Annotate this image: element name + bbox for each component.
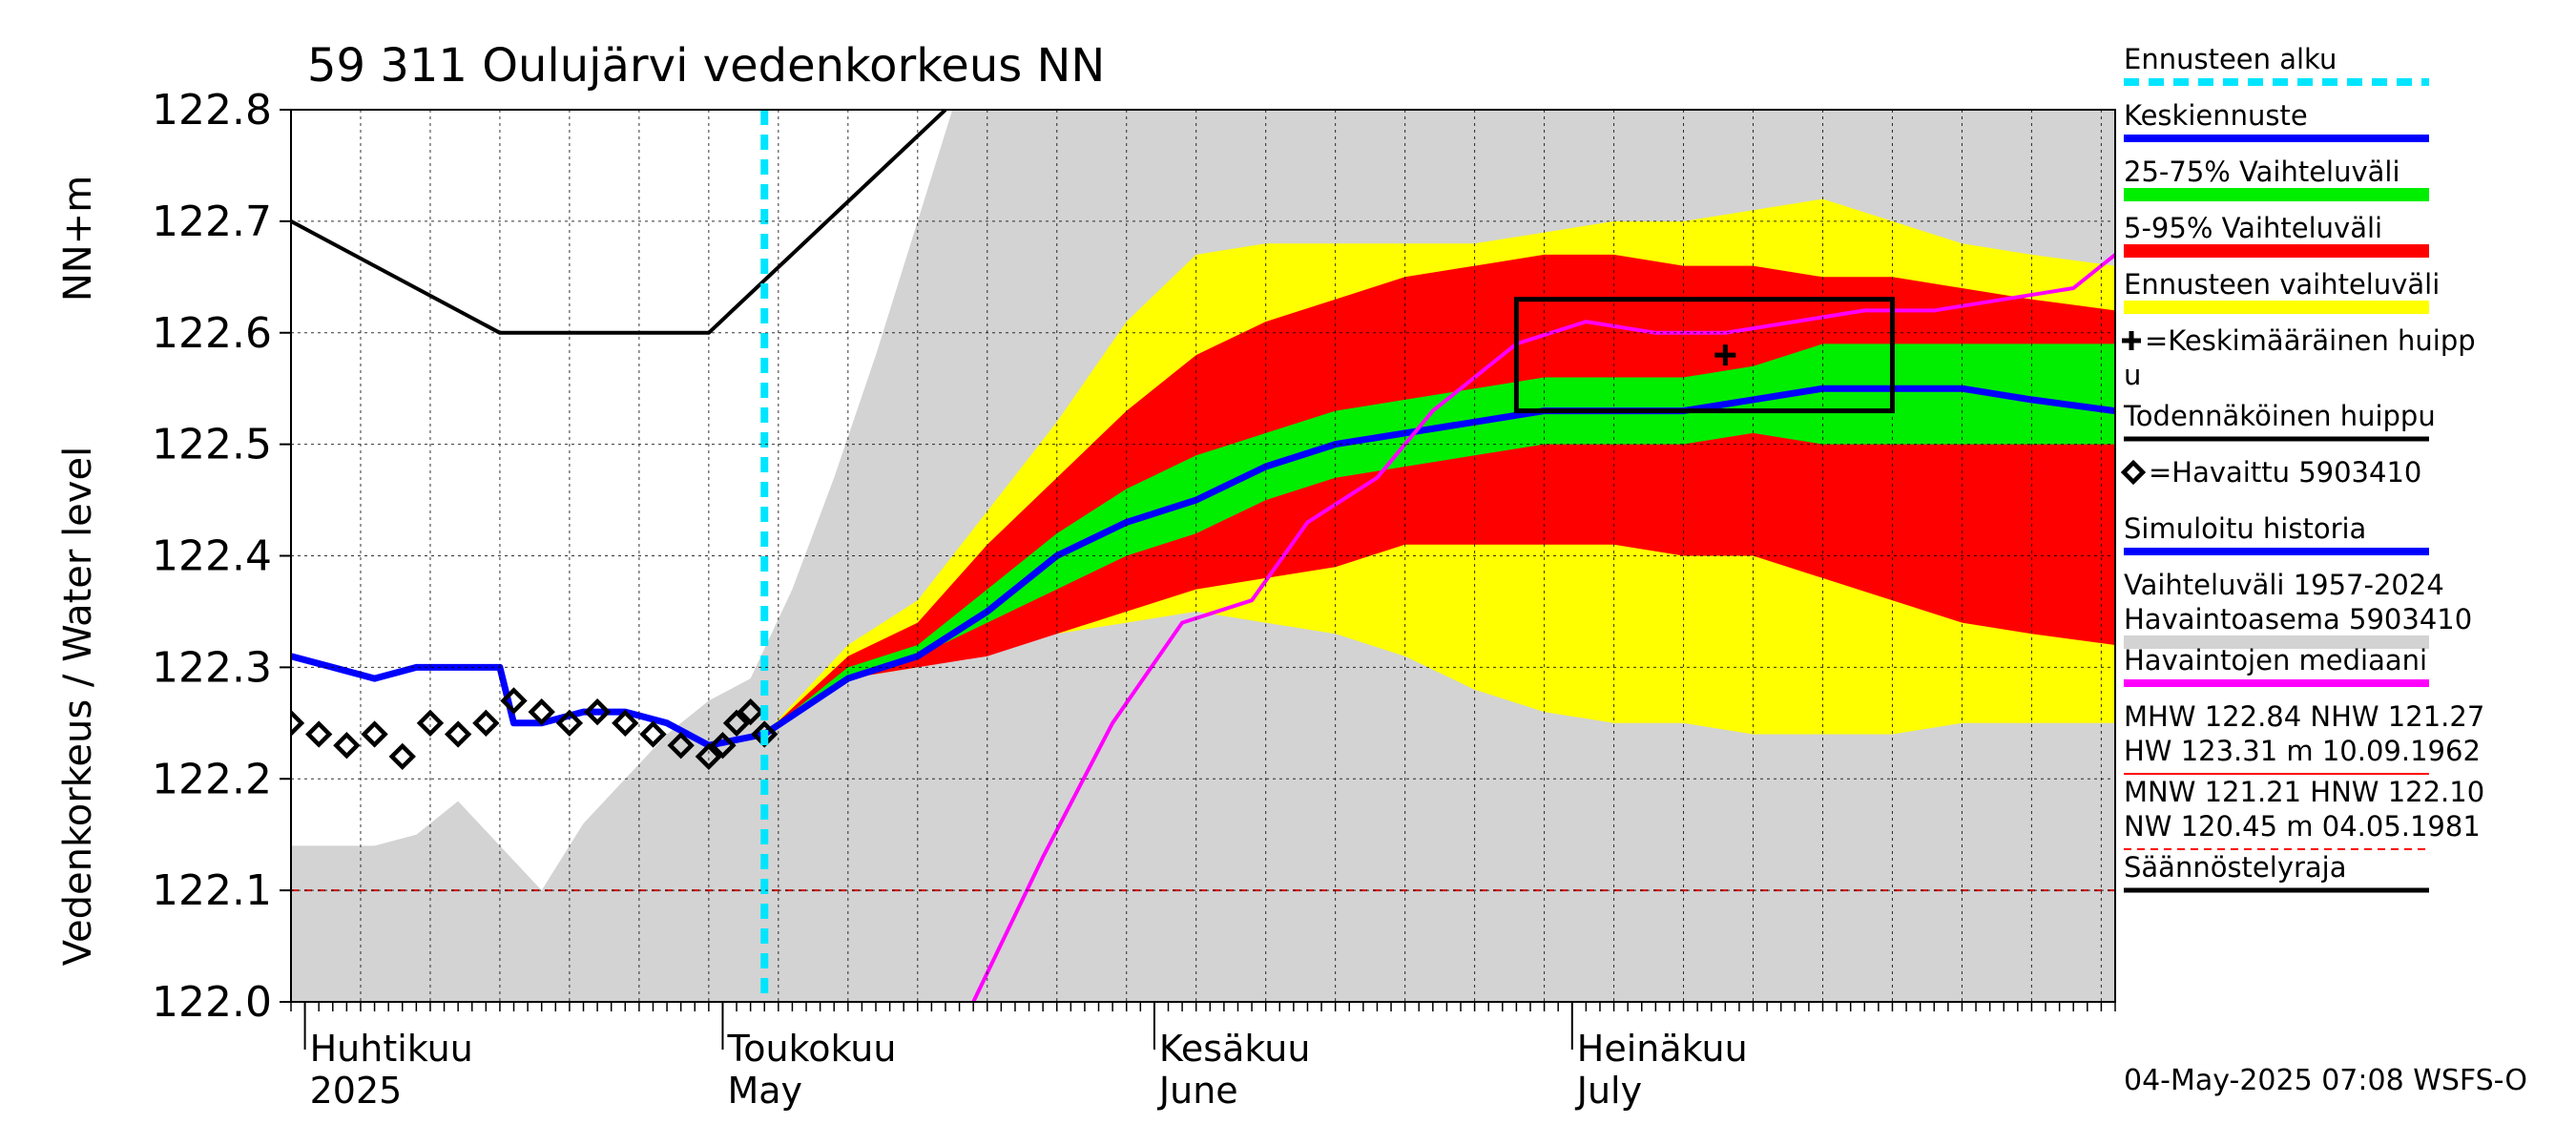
footer-timestamp: 04-May-2025 07:08 WSFS-O xyxy=(2124,1064,2527,1097)
y-tick-label: 122.2 xyxy=(152,755,272,803)
chart-title: 59 311 Oulujärvi vedenkorkeus NN xyxy=(307,39,1105,93)
observed-point xyxy=(333,732,361,760)
axes: 122.8 122.7 122.6 122.5 122.4 122.3 122.2 122.1… xyxy=(152,86,2116,1112)
observed-point xyxy=(612,709,639,737)
month-label-secondary: June xyxy=(1157,1070,1238,1112)
month-label: Heinäkuu xyxy=(1577,1028,1748,1070)
observed-point xyxy=(639,720,667,748)
month-label: Kesäkuu xyxy=(1159,1028,1311,1070)
legend-label: 5-95% Vaihteluväli xyxy=(2124,212,2382,244)
legend-diamond-icon xyxy=(2120,459,2147,486)
simulated-history-line xyxy=(291,653,765,749)
legend-label: Säännöstelyraja xyxy=(2124,851,2347,884)
legend: Ennusteen alku Keskiennuste 25-75% Vaihtel… xyxy=(2120,43,2484,893)
observed-point xyxy=(737,697,764,726)
legend-label-secondary: HW 123.31 m 10.09.1962 xyxy=(2124,735,2481,767)
observed-point xyxy=(388,742,416,771)
observed-point xyxy=(416,709,445,737)
observed-median-line xyxy=(971,253,2115,1002)
band-25-75 xyxy=(764,344,2115,735)
legend-label-secondary: NW 120.45 m 04.05.1981 xyxy=(2124,810,2481,843)
observed-point xyxy=(709,732,737,760)
y-tick-label: 122.3 xyxy=(152,643,272,692)
legend-swatch xyxy=(2124,635,2429,649)
observed-point xyxy=(444,720,472,748)
observed-point xyxy=(472,709,500,737)
legend-label: Keskiennuste xyxy=(2124,99,2308,132)
y-tick-label: 122.4 xyxy=(152,532,272,581)
legend-label-secondary: u xyxy=(2124,359,2141,391)
observed-point xyxy=(528,697,555,726)
y-tick-label: 122.8 xyxy=(152,86,272,135)
legend-label: Vaihteluväli 1957-2024 xyxy=(2124,569,2444,601)
legend-plus-icon xyxy=(2122,331,2141,350)
y-axis-unit: NN+m xyxy=(56,176,100,302)
legend-label: Ennusteen vaihteluväli xyxy=(2124,268,2440,301)
month-label: Toukokuu xyxy=(726,1028,896,1070)
legend-swatch xyxy=(2124,188,2429,201)
legend-label: MHW 122.84 NHW 121.27 xyxy=(2124,700,2484,733)
grid xyxy=(291,110,2115,1002)
legend-label: =Keskimääräinen huipp xyxy=(2145,324,2476,357)
observed-point xyxy=(305,720,333,748)
legend-label: Simuloitu historia xyxy=(2124,512,2366,545)
observed-point xyxy=(583,697,612,726)
observed-point xyxy=(722,709,751,737)
legend-swatch xyxy=(2124,244,2429,258)
y-tick-label: 122.6 xyxy=(152,309,272,358)
y-tick-label: 122.1 xyxy=(152,866,272,915)
y-tick-label: 122.7 xyxy=(152,198,272,246)
mean-peak-marker xyxy=(1714,344,1736,366)
legend-label: =Havaittu 5903410 xyxy=(2149,456,2421,489)
month-label-secondary: 2025 xyxy=(310,1070,403,1112)
legend-label-secondary: Havaintoasema 5903410 xyxy=(2124,603,2472,635)
y-axis-title: Vedenkorkeus / Water level xyxy=(56,447,100,966)
legend-label: Todennäköinen huippu xyxy=(2123,400,2436,432)
legend-label: Ennusteen alku xyxy=(2124,43,2337,75)
legend-label: MNW 121.21 HNW 122.10 xyxy=(2124,776,2484,808)
observed-point xyxy=(667,732,695,760)
observed-point xyxy=(361,720,388,748)
month-label-secondary: May xyxy=(727,1070,802,1112)
plot-area xyxy=(291,110,2115,1002)
legend-label: Havaintojen mediaani xyxy=(2124,644,2427,677)
y-tick-label: 122.5 xyxy=(152,421,272,469)
legend-label: 25-75% Vaihteluväli xyxy=(2124,156,2400,188)
y-tick-label: 122.0 xyxy=(152,978,272,1027)
legend-swatch xyxy=(2124,301,2429,314)
mean-forecast-line xyxy=(762,385,2115,738)
observed-point xyxy=(291,709,305,737)
peak-range-box xyxy=(1513,297,1895,414)
month-label-secondary: July xyxy=(1575,1070,1642,1112)
month-label: Huhtikuu xyxy=(310,1028,473,1070)
observed-point xyxy=(500,687,528,715)
